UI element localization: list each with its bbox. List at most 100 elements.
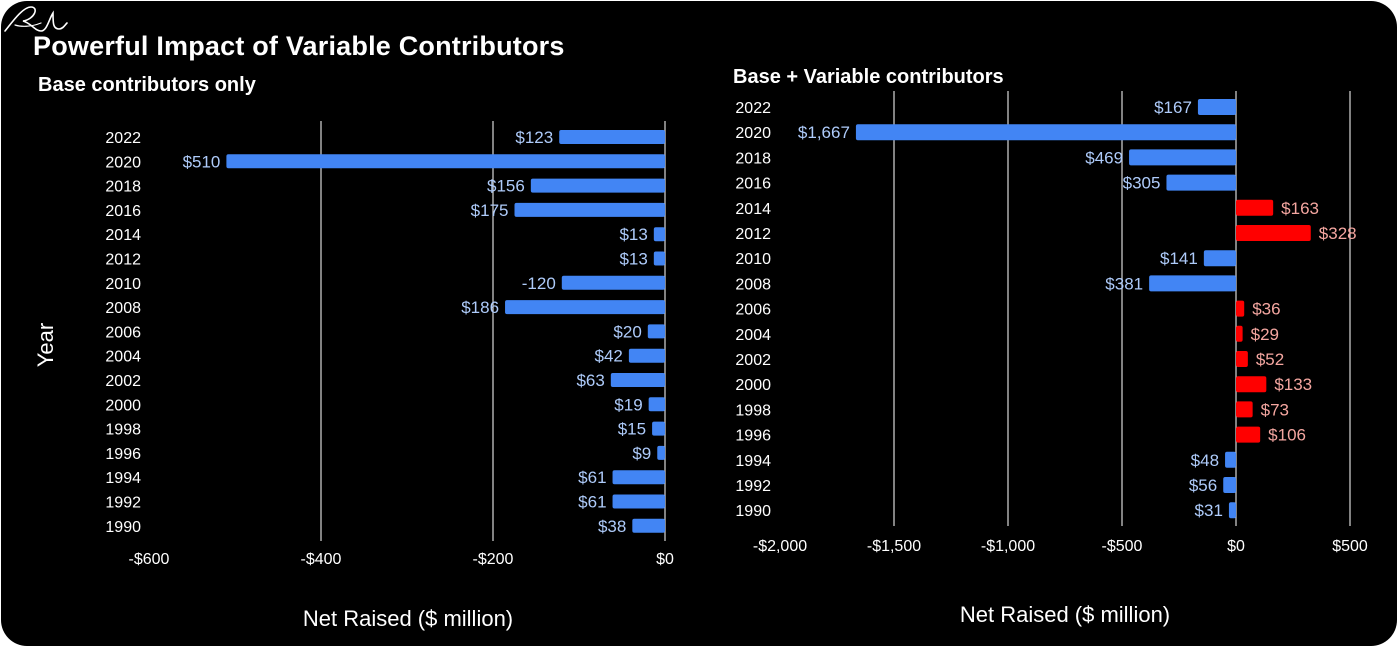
left-bar <box>561 275 665 290</box>
left-bar <box>559 130 665 144</box>
right-data-label: $36 <box>1252 300 1280 319</box>
right-bar <box>1236 351 1248 367</box>
left-bar <box>612 494 665 509</box>
left-year-label: 2006 <box>105 324 141 341</box>
signature-logo <box>4 6 68 32</box>
left-chart-panel: -$600 -$400 -$200 $0 2022 $123 2020 $510 2018 $15… <box>33 121 674 631</box>
left-bar <box>653 251 665 266</box>
right-x-tick-label: -$1,000 <box>981 538 1035 555</box>
right-bar <box>1197 99 1236 115</box>
right-year-label: 1990 <box>735 503 771 520</box>
left-year-label: 1996 <box>105 446 141 463</box>
right-bar <box>1228 502 1236 519</box>
left-data-label: $175 <box>471 201 509 220</box>
left-data-label: $156 <box>487 177 525 196</box>
right-year-label: 2002 <box>735 352 771 369</box>
left-bar <box>652 421 665 436</box>
left-x-tick-label: $0 <box>656 551 674 568</box>
left-x-tick-label: -$600 <box>129 551 170 568</box>
right-data-label: $133 <box>1274 375 1312 394</box>
right-bar <box>1236 401 1253 418</box>
right-data-label: $141 <box>1160 249 1198 268</box>
left-x-tick-label: -$400 <box>301 551 342 568</box>
main-title: Powerful Impact of Variable Contributors <box>33 31 565 61</box>
left-bar <box>657 445 665 460</box>
left-bar <box>610 373 665 387</box>
left-x-axis-title: Net Raised ($ million) <box>303 606 513 631</box>
right-bar <box>1236 376 1267 393</box>
right-year-label: 2006 <box>735 302 771 319</box>
right-bar <box>1223 477 1236 493</box>
left-bar <box>648 397 665 412</box>
left-year-label: 1992 <box>105 495 141 512</box>
left-data-label: $42 <box>595 347 623 366</box>
left-data-label: $63 <box>576 371 604 390</box>
right-x-tick-label: $500 <box>1332 538 1368 555</box>
left-panel-title: Base contributors only <box>38 74 256 96</box>
left-bar <box>530 178 665 193</box>
right-year-label: 2020 <box>735 125 771 142</box>
left-data-label: $15 <box>618 420 646 439</box>
left-year-label: 2016 <box>105 203 141 220</box>
left-year-label: 2022 <box>105 130 141 147</box>
right-year-label: 2022 <box>735 100 771 117</box>
left-bar <box>628 348 665 363</box>
right-data-label: $469 <box>1085 148 1123 167</box>
left-data-label: $13 <box>619 250 647 269</box>
right-x-tick-label: -$500 <box>1102 538 1143 555</box>
right-data-label: $31 <box>1195 501 1223 520</box>
right-x-tick-label: $0 <box>1227 538 1245 555</box>
left-year-label: 2002 <box>105 373 141 390</box>
left-bar <box>226 154 665 169</box>
right-year-label: 1996 <box>735 428 771 445</box>
left-data-label: $19 <box>614 395 642 414</box>
left-data-label: $61 <box>578 468 606 487</box>
left-data-label: $38 <box>598 517 626 536</box>
left-data-label: -120 <box>522 274 556 293</box>
right-year-label: 2008 <box>735 276 771 293</box>
right-data-label: $381 <box>1105 274 1143 293</box>
left-year-label: 2014 <box>105 227 141 244</box>
left-year-label: 2008 <box>105 300 141 317</box>
left-year-label: 2018 <box>105 179 141 196</box>
left-year-label: 2020 <box>105 154 141 171</box>
right-year-label: 2014 <box>735 201 771 218</box>
right-year-label: 2016 <box>735 176 771 193</box>
left-year-label: 1990 <box>105 519 141 536</box>
left-year-label: 2004 <box>105 349 141 366</box>
left-data-label: $123 <box>515 128 553 147</box>
right-bar <box>1225 451 1236 468</box>
right-data-label: $163 <box>1281 199 1319 218</box>
right-data-label: $29 <box>1251 325 1279 344</box>
right-bar <box>1236 199 1274 216</box>
right-panel-title: Base + Variable contributors <box>733 66 1004 88</box>
right-data-label: $167 <box>1154 98 1192 117</box>
left-data-label: $13 <box>619 225 647 244</box>
right-bar <box>1129 149 1236 166</box>
left-bar <box>514 202 665 217</box>
left-y-axis-title: Year <box>33 323 58 367</box>
right-year-label: 2004 <box>735 327 771 344</box>
right-bar <box>1149 275 1236 292</box>
left-data-label: $9 <box>632 444 651 463</box>
right-bar <box>1236 325 1243 342</box>
right-year-label: 2010 <box>735 251 771 268</box>
right-data-label: $56 <box>1189 476 1217 495</box>
right-data-label: $52 <box>1256 350 1284 369</box>
right-bar <box>1166 174 1236 191</box>
right-bar <box>855 124 1236 141</box>
left-data-label: $510 <box>183 152 221 171</box>
right-year-label: 1998 <box>735 402 771 419</box>
left-year-label: 2010 <box>105 276 141 293</box>
right-data-label: $328 <box>1319 224 1357 243</box>
right-x-tick-label: -$1,500 <box>867 538 921 555</box>
right-data-label: $73 <box>1261 400 1289 419</box>
right-year-label: 2000 <box>735 377 771 394</box>
left-x-tick-label: -$200 <box>473 551 514 568</box>
right-data-label: $106 <box>1268 426 1306 445</box>
right-data-label: $305 <box>1123 174 1161 193</box>
left-data-label: $186 <box>461 298 499 317</box>
left-data-label: $20 <box>613 322 641 341</box>
